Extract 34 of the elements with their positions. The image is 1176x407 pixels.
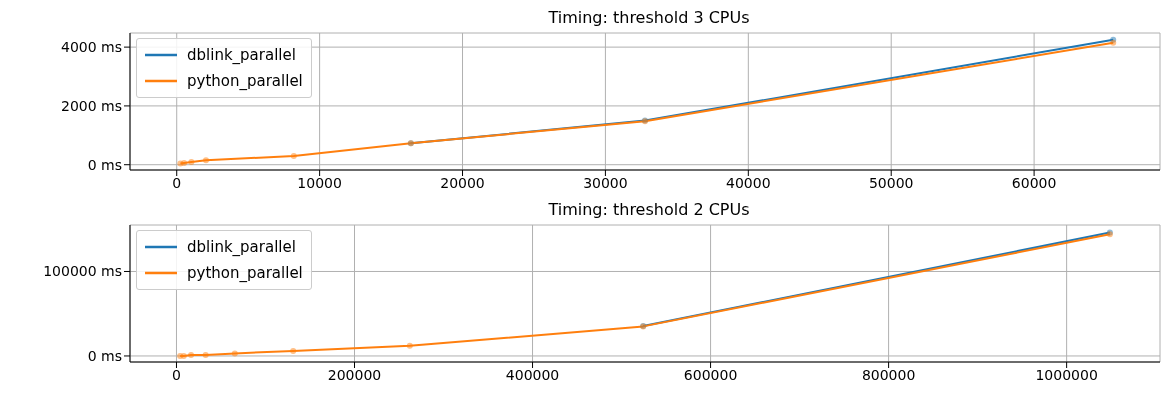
point — [181, 159, 188, 166]
x-tick-label: 60000 — [1011, 174, 1057, 191]
point — [290, 347, 297, 354]
y-tick-label: 0 ms — [87, 347, 122, 364]
point — [406, 342, 413, 349]
chart-title: Timing: threshold 3 CPUs — [547, 8, 751, 28]
point — [202, 352, 209, 359]
line-series — [177, 231, 1113, 359]
y-tick-label: 4000 ms — [60, 39, 122, 56]
x-tick-label: 800000 — [861, 366, 916, 383]
x-tick-label: 40000 — [726, 174, 771, 191]
point — [188, 159, 195, 166]
legend-label: dblink_parallel — [187, 46, 296, 64]
point — [202, 157, 209, 164]
x-tick-label: 0 — [172, 366, 181, 383]
y-tick-label: 2000 ms — [60, 97, 122, 114]
legend-label: dblink_parallel — [187, 238, 296, 256]
legend-label: python_parallel — [187, 264, 303, 282]
point — [290, 152, 297, 159]
x-tick-label: 0 — [172, 174, 182, 191]
x-tick-label: 1000000 — [1035, 366, 1098, 383]
x-tick-label: 20000 — [440, 174, 485, 191]
x-tick-label: 50000 — [868, 174, 914, 191]
point — [188, 352, 195, 359]
x-tick-label: 200000 — [327, 366, 382, 383]
x-tick-label: 30000 — [583, 174, 628, 191]
x-tick-label: 10000 — [297, 174, 342, 191]
chart-title: Timing: threshold 2 CPUs — [547, 200, 751, 220]
x-tick-label: 600000 — [683, 366, 738, 383]
point — [231, 350, 238, 357]
y-tick-label: 0 ms — [87, 156, 122, 173]
y-tick-label: 100000 ms — [43, 263, 122, 280]
legend-label: python_parallel — [187, 72, 303, 90]
x-tick-label: 400000 — [505, 366, 560, 383]
